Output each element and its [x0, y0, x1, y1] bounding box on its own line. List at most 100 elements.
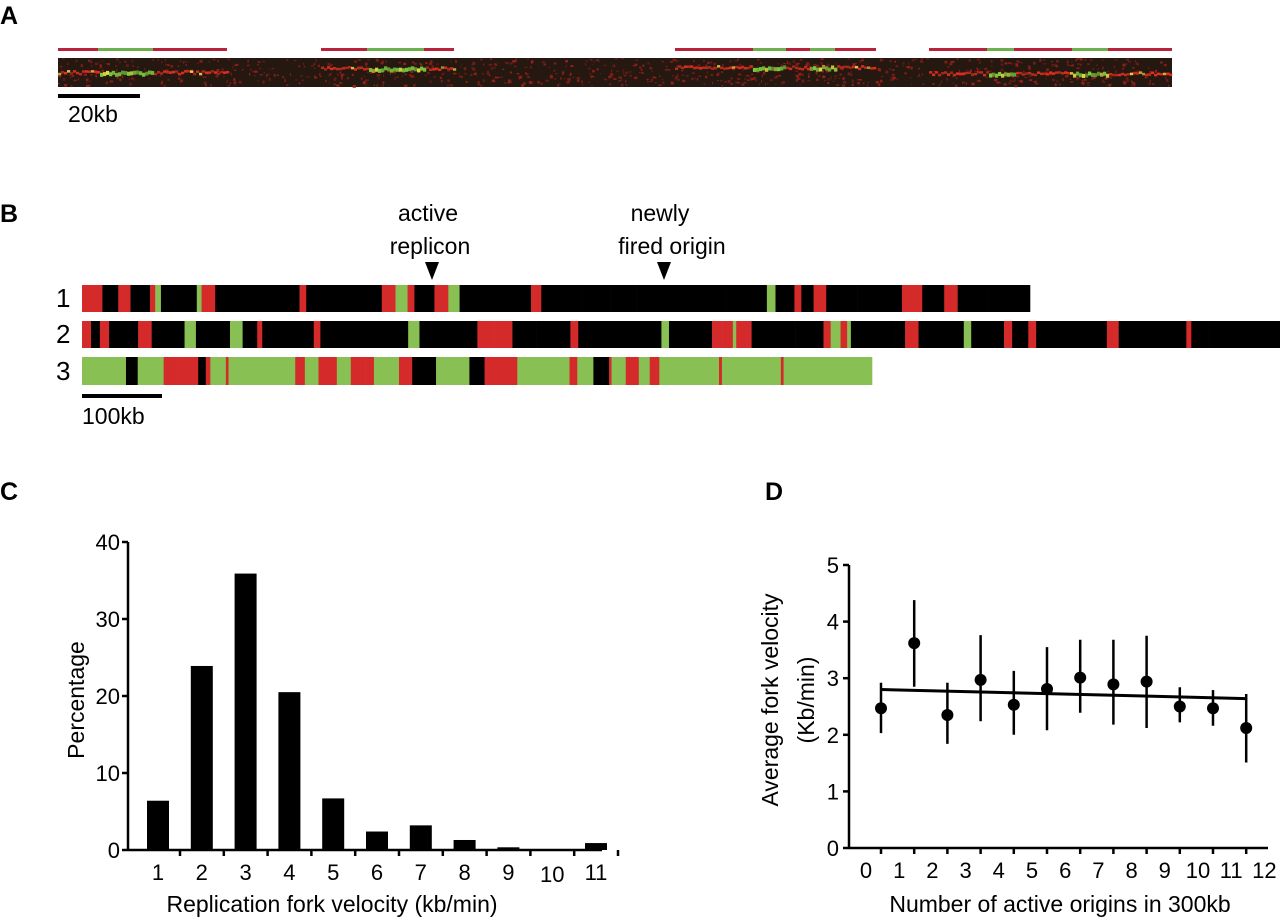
noise-dot — [62, 58, 65, 60]
fiber-signal — [199, 72, 203, 76]
noise-dot — [910, 66, 913, 70]
fiber-signal — [193, 72, 197, 76]
noise-dot — [696, 78, 699, 81]
noise-dot — [795, 79, 798, 82]
noise-dot — [319, 75, 322, 77]
noise-dot — [976, 58, 981, 61]
noise-dot — [783, 62, 787, 65]
noise-dot — [482, 79, 486, 83]
track-1-segment — [901, 285, 916, 312]
noise-dot — [910, 83, 913, 86]
fiber-signal — [813, 66, 817, 71]
noise-dot — [629, 74, 633, 77]
noise-dot — [974, 70, 978, 73]
track-2-segment — [1036, 321, 1076, 348]
fiber-signal — [1013, 72, 1017, 77]
noise-dot — [1028, 79, 1033, 81]
fiber-signal — [774, 67, 778, 72]
noise-dot — [336, 73, 339, 76]
fiber-signal — [983, 73, 987, 77]
noise-dot — [136, 66, 139, 69]
fiber-signal — [777, 67, 781, 72]
noise-dot — [710, 61, 713, 64]
noise-dot — [472, 61, 476, 64]
noise-dot — [488, 63, 493, 66]
y-tick-label: 3 — [827, 666, 839, 691]
fiber-signal — [160, 72, 164, 75]
noise-dot — [764, 82, 767, 86]
fiber-signal — [432, 68, 436, 71]
noise-dot — [906, 66, 909, 68]
track-2-segment — [668, 321, 713, 348]
noise-dot — [1007, 62, 1012, 64]
fiber-signal — [112, 70, 116, 75]
row-label-2: 2 — [56, 319, 70, 349]
fiber-signal — [762, 66, 766, 71]
noise-dot — [203, 81, 207, 85]
noise-dot — [1028, 75, 1031, 78]
noise-dot — [1015, 60, 1018, 62]
noise-dot — [911, 58, 914, 61]
replication-tracks — [82, 285, 1280, 385]
noise-dot — [591, 84, 593, 87]
noise-dot — [301, 79, 305, 82]
noise-dot — [232, 66, 234, 69]
track-3-segment — [469, 357, 485, 385]
fiber-signal — [1088, 71, 1092, 76]
noise-dot — [792, 60, 796, 64]
noise-dot — [549, 75, 554, 79]
noise-dot — [1070, 64, 1073, 67]
noise-dot — [775, 83, 777, 85]
noise-dot — [1154, 69, 1158, 73]
noise-dot — [200, 70, 204, 72]
fiber-signal — [154, 72, 158, 76]
noise-dot — [1147, 67, 1150, 70]
fiber-signal — [103, 72, 107, 77]
noise-dot — [748, 65, 751, 67]
track-1-segment — [687, 285, 727, 312]
fiber-signal — [744, 66, 748, 70]
noise-dot — [834, 75, 838, 77]
noise-dot — [303, 65, 306, 68]
noise-dot — [970, 69, 972, 72]
fiber-signal — [166, 71, 170, 74]
y-tick-label: 0 — [827, 836, 839, 861]
noise-dot — [346, 76, 350, 80]
fiber-signal — [1166, 72, 1170, 76]
noise-dot — [1066, 60, 1069, 64]
noise-dot — [378, 77, 381, 79]
noise-dot — [851, 79, 854, 83]
noise-dot — [329, 73, 332, 75]
noise-dot — [1009, 79, 1012, 82]
noise-dot — [461, 63, 463, 65]
noise-dot — [576, 79, 580, 82]
noise-dot — [756, 70, 760, 74]
fiber-signal — [100, 72, 104, 77]
fiber-signal — [351, 66, 355, 70]
noise-dot — [313, 62, 316, 66]
fiber-signal — [1037, 71, 1041, 74]
noise-dot — [977, 68, 979, 71]
fiber-signal — [136, 70, 140, 75]
fiber-signal — [831, 65, 835, 70]
fiber-signal — [1073, 73, 1077, 78]
noise-dot — [1111, 83, 1113, 85]
fiber-signal — [190, 70, 194, 73]
fiber-signal — [759, 67, 763, 72]
track-1-segment — [130, 285, 151, 312]
noise-dot — [599, 73, 602, 75]
noise-dot — [909, 77, 912, 79]
noise-dot — [298, 65, 301, 68]
fiber-signal — [968, 71, 972, 75]
noise-dot — [1033, 81, 1036, 83]
noise-dot — [735, 81, 737, 84]
noise-dot — [73, 79, 77, 82]
noise-dot — [1043, 63, 1047, 65]
noise-dot — [85, 78, 89, 82]
fiber-signal — [115, 72, 119, 77]
noise-dot — [430, 60, 433, 64]
noise-dot — [105, 63, 108, 65]
fiber-signal — [753, 67, 757, 72]
fiber-signal — [381, 68, 385, 73]
velocity-histogram: 0 10 20 30 40 1 2 3 4 5 6 7 8 9 10 11 — [96, 530, 620, 887]
